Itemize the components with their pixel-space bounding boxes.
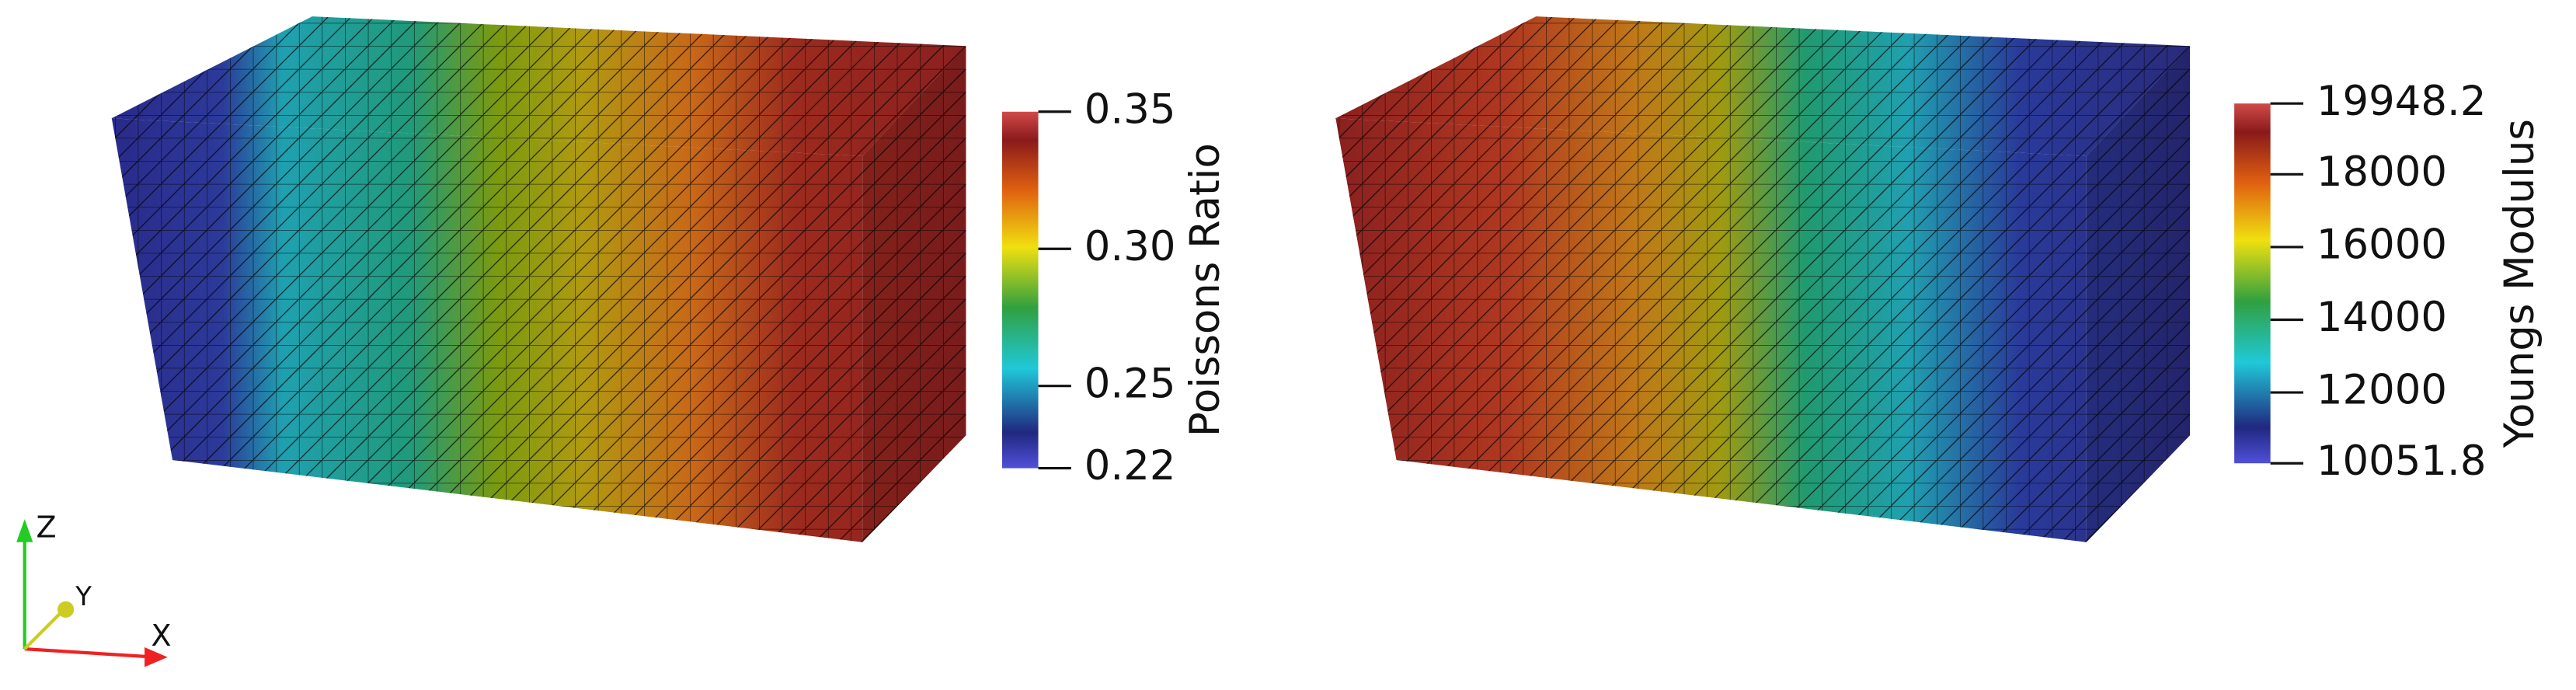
colorbar-tick-label: 19948.2 <box>2317 78 2487 125</box>
colorbar-tick-label: 14000 <box>2317 294 2447 341</box>
axis-label: Z <box>37 510 57 544</box>
colorbar <box>1002 111 1039 469</box>
mesh-left <box>111 16 966 542</box>
colorbar-tick-label: 0.22 <box>1084 442 1176 490</box>
axes-triad: Z Y X <box>16 510 172 667</box>
mesh-right <box>1335 16 2191 542</box>
colorbar-title: Poissons Ratio <box>1182 143 1229 437</box>
colorbar-tick-label: 16000 <box>2317 221 2447 269</box>
axis-label: X <box>151 619 172 653</box>
colorbar-tick-label: 0.35 <box>1084 85 1176 133</box>
colorbar-tick-label: 0.30 <box>1084 223 1176 270</box>
colorbar-tick-label: 10051.8 <box>2317 437 2487 485</box>
colorbar-tick-label: 0.25 <box>1084 360 1176 407</box>
axis-label: Y <box>75 581 92 612</box>
colorbar-title: Youngs Modulus <box>2496 119 2543 448</box>
colorbar <box>2234 103 2271 464</box>
colorbar-tick-label: 18000 <box>2317 148 2447 196</box>
colorbar-tick-label: 12000 <box>2317 367 2447 414</box>
